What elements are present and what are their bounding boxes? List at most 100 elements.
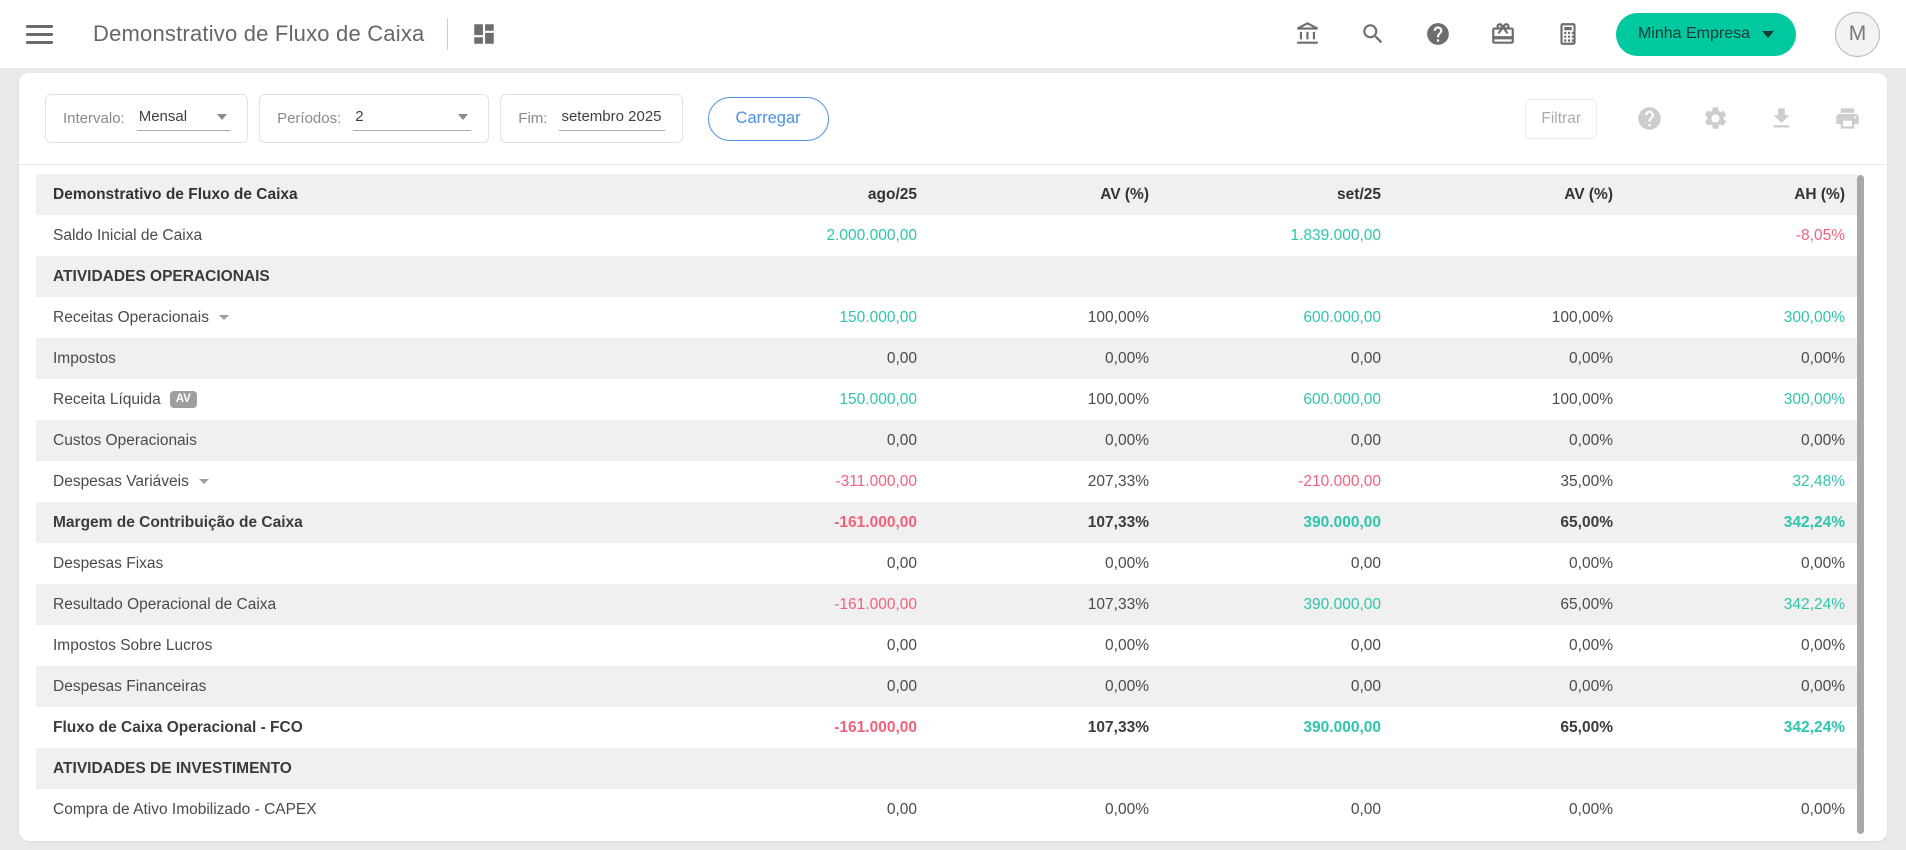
row-label: Receita LíquidaAV bbox=[53, 391, 685, 409]
value-cell: 0,00% bbox=[1613, 637, 1845, 655]
row-label: Custos Operacionais bbox=[53, 432, 685, 450]
value-cell: 342,24% bbox=[1613, 596, 1845, 614]
table-row-resultado-operacional-de-caixa: Resultado Operacional de Caixa -161.000,0… bbox=[36, 584, 1857, 625]
value-cell: -161.000,00 bbox=[685, 514, 917, 532]
periods-select[interactable]: Períodos: 2 bbox=[259, 94, 489, 143]
value-cell: 0,00% bbox=[1381, 678, 1613, 696]
value-cell: 0,00% bbox=[1381, 555, 1613, 573]
value-cell: 0,00 bbox=[1149, 801, 1381, 819]
row-label: Receitas Operacionais bbox=[53, 309, 685, 327]
expand-caret-icon[interactable] bbox=[219, 315, 229, 320]
company-selector-button[interactable]: Minha Empresa bbox=[1616, 13, 1796, 56]
row-label-text: Resultado Operacional de Caixa bbox=[53, 596, 276, 614]
end-date-label: Fim: bbox=[518, 110, 547, 127]
value-cell: 342,24% bbox=[1613, 514, 1845, 532]
table-row-despesas-financeiras: Despesas Financeiras0,000,00%0,000,00%0,… bbox=[36, 666, 1857, 707]
table-row-impostos: Impostos0,000,00%0,000,00%0,00% bbox=[36, 338, 1857, 379]
value-cell: 150.000,00 bbox=[685, 309, 917, 327]
column-header-3: AV (%) bbox=[1381, 186, 1613, 204]
report-toolbar: Intervalo: Mensal Períodos: 2 Fim: setem… bbox=[19, 73, 1887, 165]
value-cell: 0,00 bbox=[1149, 432, 1381, 450]
value-cell: 600.000,00 bbox=[1149, 391, 1381, 409]
interval-label: Intervalo: bbox=[63, 110, 125, 127]
interval-select[interactable]: Intervalo: Mensal bbox=[45, 94, 248, 143]
row-label-text: Receitas Operacionais bbox=[53, 309, 209, 327]
value-cell: 0,00% bbox=[1381, 637, 1613, 655]
vertical-scrollbar[interactable] bbox=[1857, 175, 1864, 834]
value-cell: 0,00 bbox=[685, 555, 917, 573]
value-cell: -161.000,00 bbox=[685, 596, 917, 614]
table-row-fluxo-de-caixa-operacional-fco: Fluxo de Caixa Operacional - FCO-161.000… bbox=[36, 707, 1857, 748]
value-cell: 0,00% bbox=[1381, 432, 1613, 450]
bank-icon[interactable] bbox=[1295, 21, 1321, 47]
value-cell: 0,00% bbox=[1613, 801, 1845, 819]
value-cell: 0,00% bbox=[917, 637, 1149, 655]
value-cell: -161.000,00 bbox=[685, 719, 917, 737]
value-cell: 0,00 bbox=[1149, 350, 1381, 368]
report-card: Intervalo: Mensal Períodos: 2 Fim: setem… bbox=[19, 73, 1887, 841]
company-name: Minha Empresa bbox=[1638, 25, 1750, 43]
value-cell: 0,00% bbox=[917, 801, 1149, 819]
value-cell: 0,00% bbox=[917, 432, 1149, 450]
settings-gear-icon[interactable] bbox=[1702, 105, 1729, 132]
table-row-despesas-fixas: Despesas Fixas0,000,00%0,000,00%0,00% bbox=[36, 543, 1857, 584]
value-cell: 100,00% bbox=[917, 391, 1149, 409]
row-label-text: Saldo Inicial de Caixa bbox=[53, 227, 202, 245]
table-row-receitas-operacionais[interactable]: Receitas Operacionais150.000,00100,00%60… bbox=[36, 297, 1857, 338]
value-cell: 0,00 bbox=[685, 678, 917, 696]
value-cell: 0,00% bbox=[1613, 555, 1845, 573]
value-cell: 300,00% bbox=[1613, 391, 1845, 409]
row-label-text: ATIVIDADES OPERACIONAIS bbox=[53, 268, 270, 286]
value-cell: 0,00% bbox=[1613, 678, 1845, 696]
calculator-icon[interactable] bbox=[1555, 21, 1581, 47]
avatar[interactable]: M bbox=[1835, 12, 1880, 57]
row-label: Compra de Ativo Imobilizado - CAPEX bbox=[53, 801, 685, 819]
table-row-impostos-sobre-lucros: Impostos Sobre Lucros0,000,00%0,000,00%0… bbox=[36, 625, 1857, 666]
gift-icon[interactable] bbox=[1490, 21, 1516, 47]
value-cell: 100,00% bbox=[1381, 391, 1613, 409]
filter-button[interactable]: Filtrar bbox=[1525, 99, 1597, 139]
row-label: Margem de Contribuição de Caixa bbox=[53, 514, 685, 532]
value-cell: 207,33% bbox=[917, 473, 1149, 491]
help-circle-icon[interactable] bbox=[1636, 105, 1663, 132]
value-cell: 32,48% bbox=[1613, 473, 1845, 491]
table-row-receita-liquida: Receita LíquidaAV150.000,00100,00%600.00… bbox=[36, 379, 1857, 420]
value-cell: 600.000,00 bbox=[1149, 309, 1381, 327]
value-cell: 107,33% bbox=[917, 719, 1149, 737]
row-label: Despesas Variáveis bbox=[53, 473, 685, 491]
value-cell: 107,33% bbox=[917, 596, 1149, 614]
chevron-down-icon bbox=[217, 114, 227, 120]
table-row-despesas-variaveis[interactable]: Despesas Variáveis-311.000,00207,33%-210… bbox=[36, 461, 1857, 502]
value-cell: 0,00% bbox=[1613, 432, 1845, 450]
row-label: Impostos Sobre Lucros bbox=[53, 637, 685, 655]
value-cell: 0,00 bbox=[685, 637, 917, 655]
value-cell: -210.000,00 bbox=[1149, 473, 1381, 491]
download-icon[interactable] bbox=[1768, 105, 1795, 132]
value-cell: 0,00 bbox=[685, 350, 917, 368]
row-label: Fluxo de Caixa Operacional - FCO bbox=[53, 719, 685, 737]
value-cell: 0,00% bbox=[917, 555, 1149, 573]
row-label: Saldo Inicial de Caixa bbox=[53, 227, 685, 245]
table-row-saldo-inicial-de-caixa: Saldo Inicial de Caixa2.000.000,001.839.… bbox=[36, 215, 1857, 256]
chevron-down-icon bbox=[458, 114, 468, 120]
value-cell: 2.000.000,00 bbox=[685, 227, 917, 245]
value-cell: 0,00% bbox=[1381, 801, 1613, 819]
chevron-down-icon bbox=[1762, 31, 1774, 38]
dashboard-icon[interactable] bbox=[471, 21, 497, 47]
title-divider bbox=[447, 18, 448, 50]
row-label: Resultado Operacional de Caixa bbox=[53, 596, 685, 614]
row-label-text: Impostos Sobre Lucros bbox=[53, 637, 212, 655]
value-cell: 65,00% bbox=[1381, 514, 1613, 532]
value-cell: 0,00% bbox=[917, 350, 1149, 368]
load-button[interactable]: Carregar bbox=[708, 97, 829, 141]
help-icon[interactable] bbox=[1425, 21, 1451, 47]
print-icon[interactable] bbox=[1834, 105, 1861, 132]
expand-caret-icon[interactable] bbox=[199, 479, 209, 484]
search-icon[interactable] bbox=[1360, 21, 1386, 47]
menu-icon[interactable] bbox=[26, 25, 53, 44]
value-cell: 390.000,00 bbox=[1149, 719, 1381, 737]
table-row-atividades-de-investimento: ATIVIDADES DE INVESTIMENTO bbox=[36, 748, 1857, 789]
value-cell: 0,00% bbox=[1613, 350, 1845, 368]
end-date-input[interactable]: Fim: setembro 2025 bbox=[500, 94, 682, 143]
value-cell: 107,33% bbox=[917, 514, 1149, 532]
